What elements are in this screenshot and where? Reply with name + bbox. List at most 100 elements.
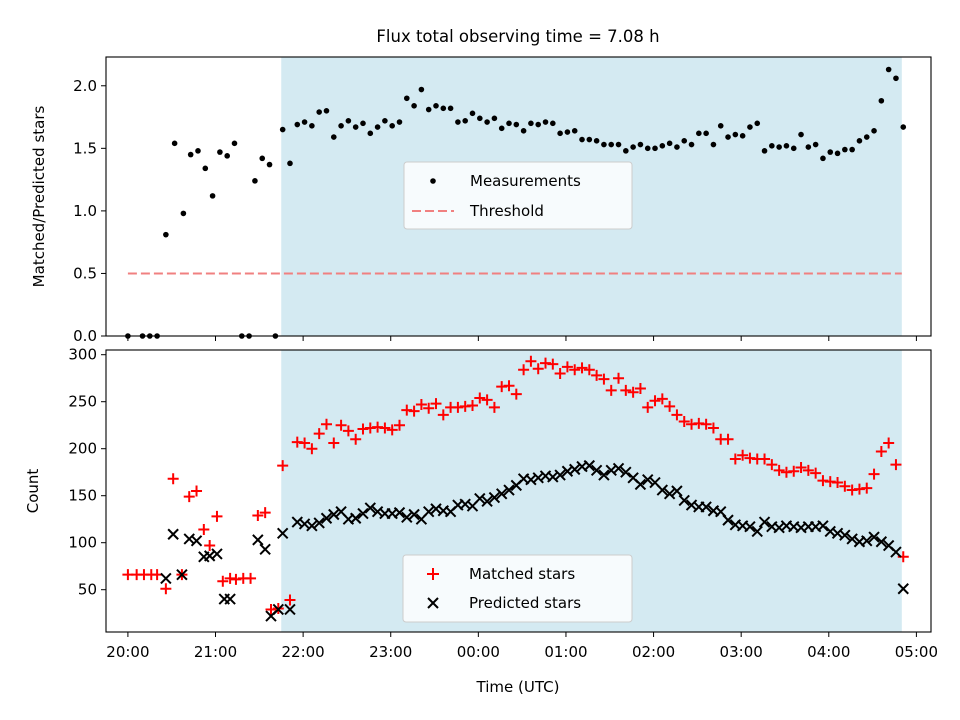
measurement-point — [535, 121, 542, 128]
measurement-point — [732, 131, 739, 138]
measurement-point — [761, 148, 768, 154]
measurement-point — [338, 123, 344, 129]
matched-star-point — [766, 459, 778, 471]
predicted-star-point — [190, 535, 203, 547]
matched-star-point — [481, 394, 493, 406]
measurement-point — [893, 75, 899, 82]
measurement-point — [769, 143, 775, 149]
measurement-point — [171, 140, 178, 147]
measurement-point — [382, 118, 388, 124]
predicted-star-point — [393, 506, 406, 519]
matched-star-point — [737, 449, 749, 461]
y-tick-label: 2.0 — [73, 77, 97, 95]
measurement-point — [498, 125, 505, 132]
measurement-point — [396, 119, 403, 125]
matched-star-point — [320, 418, 332, 430]
matched-star-point — [576, 362, 588, 374]
matched-star-point — [795, 462, 807, 473]
matched-star-point — [518, 364, 530, 376]
measurement-point — [871, 128, 877, 134]
matched-star-point — [474, 392, 486, 404]
matched-star-point — [183, 491, 195, 503]
matched-star-point — [569, 364, 581, 376]
measurement-point — [820, 155, 826, 162]
x-axis-label: Time (UTC) — [476, 678, 560, 696]
predicted-star-point — [554, 469, 566, 481]
matched-star-point — [167, 473, 179, 485]
predicted-star-point — [474, 492, 486, 505]
matched-star-point — [554, 368, 566, 379]
bottom-y-label: Count — [24, 469, 42, 514]
y-tick-label: 300 — [68, 346, 97, 364]
measurement-point — [776, 144, 782, 150]
predicted-star-point — [306, 520, 318, 532]
predicted-star-point — [259, 543, 271, 555]
measurement-point — [557, 130, 563, 137]
predicted-star-point — [758, 516, 771, 528]
matched-star-point — [204, 540, 216, 552]
predicted-star-point — [276, 527, 289, 540]
measurement-point — [747, 124, 753, 130]
predicted-star-point — [328, 508, 340, 521]
measurement-point — [637, 141, 644, 148]
measurement-point — [790, 145, 797, 152]
measurement-point — [266, 161, 273, 168]
legend-measurements-marker — [430, 178, 436, 184]
bottom-panel: 50 100 150 200 250 300 20:00 21:00 22:00 23:00 00:… — [24, 346, 938, 696]
measurement-point — [279, 126, 286, 133]
matched-star-point — [379, 422, 391, 434]
matched-star-point — [252, 509, 264, 521]
predicted-star-point — [272, 603, 285, 616]
predicted-stars-points — [160, 459, 909, 622]
matched-star-point — [591, 369, 603, 381]
matched-star-point — [839, 480, 851, 492]
x-tick-label: 20:00 — [106, 643, 149, 661]
measurement-point — [834, 150, 841, 157]
predicted-star-point — [252, 534, 264, 546]
measurement-point — [564, 129, 571, 135]
matched-star-point — [759, 453, 771, 465]
measurement-point — [447, 105, 454, 112]
measurement-point — [433, 102, 439, 109]
measurement-point — [644, 145, 651, 152]
measurement-point — [259, 155, 266, 162]
matched-star-point — [700, 418, 712, 430]
measurement-point — [323, 107, 330, 114]
measurement-point — [513, 121, 520, 128]
measurement-point — [462, 118, 469, 124]
bottom-axes: 50 100 150 200 250 300 20:00 21:00 22:00 23:00 00:… — [68, 346, 938, 661]
predicted-star-point — [722, 514, 734, 526]
x-tick-label: 21:00 — [194, 643, 237, 661]
measurement-point — [739, 133, 746, 139]
matched-star-point — [503, 380, 515, 392]
measurement-point — [900, 124, 907, 130]
predicted-star-point — [496, 488, 508, 500]
matched-star-point — [160, 583, 172, 595]
measurement-point — [330, 134, 337, 140]
measurement-point — [209, 193, 216, 199]
measurement-point — [484, 119, 490, 125]
matched-star-point — [868, 468, 880, 480]
matched-star-point — [875, 446, 887, 458]
measurement-point — [579, 136, 585, 143]
predicted-star-point — [320, 512, 333, 524]
bottom-legend: Matched stars Predicted stars — [402, 554, 633, 623]
matched-star-point — [191, 485, 203, 497]
legend-matched-marker — [427, 568, 439, 580]
matched-star-point — [883, 437, 895, 449]
legend-threshold-label: Threshold — [469, 202, 544, 220]
matched-star-point — [430, 398, 442, 410]
measurement-point — [798, 131, 804, 138]
measurement-point — [367, 130, 374, 137]
matched-star-point — [245, 572, 257, 584]
matched-star-point — [408, 405, 420, 417]
top-legend: Measurements Threshold — [403, 161, 633, 230]
legend-predicted-marker — [427, 597, 439, 609]
matched-star-point — [299, 437, 311, 449]
matched-star-point — [627, 386, 639, 398]
measurement-point — [885, 66, 892, 73]
measurement-point — [688, 141, 695, 148]
matched-star-point — [642, 401, 654, 413]
measurement-point — [316, 109, 322, 115]
predicted-star-point — [349, 512, 362, 524]
